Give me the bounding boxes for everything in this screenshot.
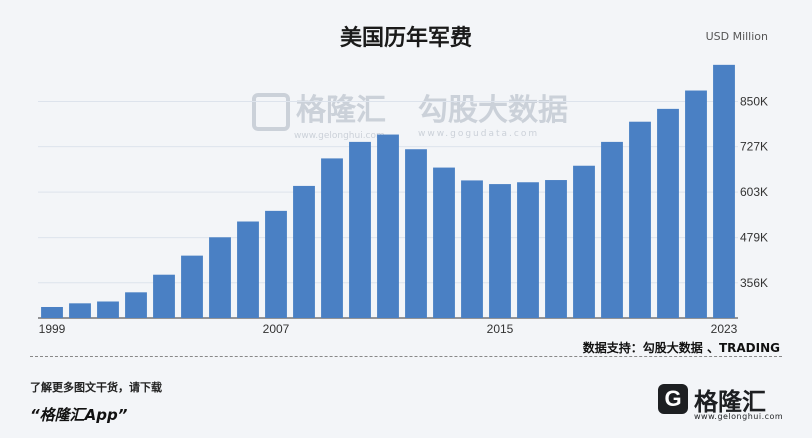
x-tick-label: 2023 xyxy=(711,322,738,336)
watermark-brand2: 勾股大数据 xyxy=(418,93,568,128)
watermark-brand1: 格隆汇 xyxy=(296,93,386,128)
bar-2000 xyxy=(69,303,91,318)
chart-title: 美国历年军费 xyxy=(339,26,472,51)
y-tick-label: 356K xyxy=(740,276,768,290)
x-tick-label: 1999 xyxy=(39,322,66,336)
y-tick-label: 479K xyxy=(740,231,768,245)
watermark-gogudata: 勾股大数据 www.gogudata.com xyxy=(418,85,568,139)
bar-2020 xyxy=(629,121,651,318)
bar-1999 xyxy=(41,306,63,318)
bar-2012 xyxy=(405,149,427,318)
bar-2003 xyxy=(153,274,175,318)
bar-2023 xyxy=(713,64,735,319)
logo-url: www.gelonghui.com xyxy=(694,412,784,421)
bar-2002 xyxy=(125,292,147,318)
y-tick-label: 850K xyxy=(740,95,768,109)
bar-2010 xyxy=(349,141,371,318)
bar-2006 xyxy=(237,221,259,318)
app-name: “格隆汇App” xyxy=(30,406,128,424)
watermark-brand2-url: www.gogudata.com xyxy=(418,129,540,139)
bar-2001 xyxy=(97,301,119,318)
bar-2008 xyxy=(293,185,315,318)
bar-2009 xyxy=(321,158,343,318)
y-tick-label: 603K xyxy=(740,185,768,199)
bar-2014 xyxy=(461,180,483,318)
bar-2005 xyxy=(209,237,231,318)
bar-2013 xyxy=(433,167,455,318)
bar-2017 xyxy=(545,180,567,318)
download-hint: 了解更多图文干货，请下载 xyxy=(30,381,162,394)
bar-2022 xyxy=(685,90,707,318)
logo-mark: G xyxy=(658,384,688,414)
logo-name: 格隆汇 xyxy=(694,388,766,416)
watermark-brand1-url: www.gelonghui.com xyxy=(294,130,385,141)
bar-2019 xyxy=(601,141,623,318)
bar-2007 xyxy=(265,210,287,318)
watermark-gelonghui: 格隆汇 www.gelonghui.com xyxy=(252,85,386,141)
divider xyxy=(30,356,782,357)
y-tick-label: 727K xyxy=(740,140,768,154)
data-source: 数据支持：勾股大数据 、TRADING xyxy=(582,341,780,355)
bar-2004 xyxy=(181,255,203,318)
bar-2015 xyxy=(489,184,511,318)
unit-label: USD Million xyxy=(705,30,768,43)
x-tick-label: 2015 xyxy=(487,322,514,336)
bar-2016 xyxy=(517,182,539,318)
bar-2011 xyxy=(377,134,399,318)
bar-2021 xyxy=(657,108,679,319)
gelonghui-logo: G 格隆汇 www.gelonghui.com xyxy=(658,382,784,422)
x-tick-label: 2007 xyxy=(263,322,290,336)
bar-2018 xyxy=(573,165,595,318)
